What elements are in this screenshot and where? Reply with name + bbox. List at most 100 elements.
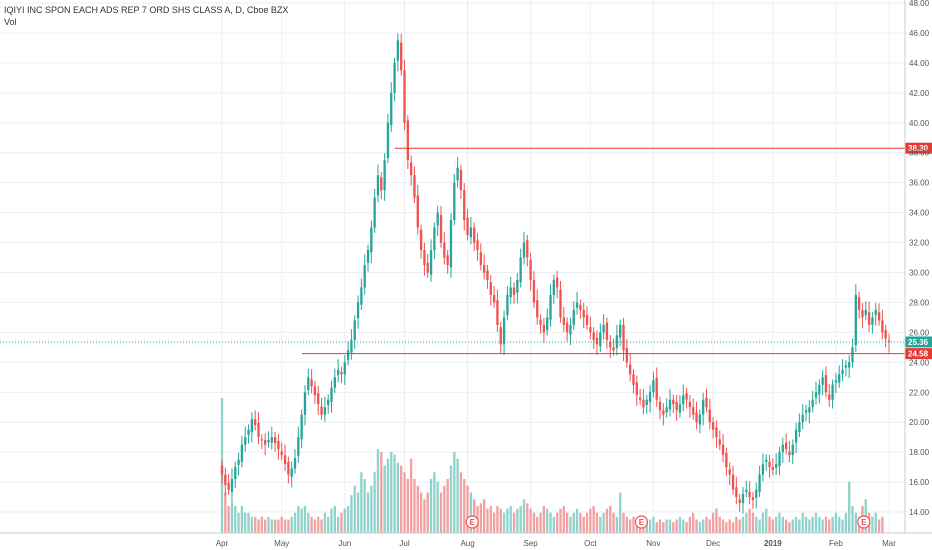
candle-body (638, 397, 642, 400)
candle-body (794, 429, 798, 443)
candle-body (373, 197, 376, 228)
candle-body (446, 255, 449, 266)
candle-body (247, 429, 250, 435)
volume-bar (619, 492, 622, 533)
candlestick-series (220, 33, 891, 514)
volume-bar (725, 522, 728, 533)
candle-body (340, 372, 343, 375)
candle-body (552, 279, 556, 295)
candle-body (612, 347, 615, 351)
candle-body (433, 227, 436, 251)
y-tick-label: 36.00 (909, 179, 930, 188)
candle-body (479, 252, 482, 266)
earnings-marker (857, 515, 871, 529)
volume-bar (310, 516, 313, 533)
volume-bar (705, 516, 708, 533)
candle-body (263, 440, 267, 445)
volume-bar (881, 516, 884, 533)
candle-body (492, 294, 496, 303)
volume-bar (456, 458, 459, 533)
candle-body (283, 455, 287, 465)
volume-bar (748, 508, 751, 533)
volume-bar (824, 516, 828, 533)
volume-bar (353, 485, 356, 533)
candle-body (582, 309, 585, 318)
candle-body (453, 182, 456, 221)
volume-bar (396, 462, 400, 533)
candle-body (466, 217, 469, 236)
candle-body (300, 414, 303, 440)
x-tick-label: Mar (882, 539, 896, 548)
volume-bar (496, 506, 499, 533)
candle-body (529, 259, 532, 280)
candle-body (784, 442, 788, 450)
volume-bar (482, 499, 486, 533)
candle-body (416, 195, 419, 228)
volume-bar (735, 516, 738, 533)
x-tick-label: 2019 (764, 539, 782, 548)
candle-body (798, 422, 801, 432)
volume-bar (711, 512, 715, 533)
volume-bar (277, 519, 280, 533)
candle-body (244, 437, 247, 445)
candle-body (406, 120, 409, 161)
volume-bar (333, 506, 336, 533)
volume-bar (280, 516, 283, 533)
candle-body (426, 262, 429, 273)
volume-bar (632, 516, 635, 533)
volume-bar (416, 485, 419, 533)
volume-bar (263, 519, 267, 533)
candle-body (506, 294, 509, 316)
candle-body (240, 444, 244, 462)
candle-body (519, 257, 522, 283)
candle-body (658, 401, 662, 411)
y-tick-label: 34.00 (909, 209, 930, 218)
horizontal-levels[interactable]: 38.30 24.58 25.36 (0, 142, 932, 360)
volume-bar (662, 522, 665, 533)
volume-bar (290, 516, 293, 533)
candle-body (327, 399, 330, 405)
candle-body (877, 312, 881, 321)
candle-body (652, 380, 655, 393)
volume-bar (436, 481, 439, 533)
volume-bar (469, 492, 473, 533)
volume-bar (506, 508, 509, 533)
candle-body (867, 312, 871, 325)
candle-body (549, 294, 552, 320)
candle-body (711, 422, 715, 430)
volume-bar (512, 512, 516, 533)
volume-bar (682, 519, 685, 533)
volume-bar (685, 522, 688, 533)
candle-body (277, 440, 280, 450)
candle-body (343, 362, 346, 375)
candle-body (642, 399, 645, 408)
candle-body (718, 439, 721, 445)
candle-body (811, 399, 814, 408)
time-axis[interactable]: Apr May Jun Jul Aug Sep Oct Nov Dec 2019 Feb Mar (0, 532, 932, 548)
volume-bar (549, 512, 552, 533)
volume-bar (320, 519, 323, 533)
volume-bar (569, 516, 572, 533)
candle-body (287, 461, 290, 475)
volume-bar (874, 512, 877, 533)
volume-bar (575, 508, 579, 533)
volume-bar (336, 516, 340, 533)
volume-bar (250, 516, 254, 533)
volume-bar (509, 506, 512, 533)
volume-bar (728, 519, 731, 533)
volume-bar (376, 449, 380, 533)
volume-bar (254, 516, 257, 533)
volume-bar (273, 519, 277, 533)
volume-bar (648, 519, 652, 533)
candle-body (715, 427, 718, 438)
candle-body (237, 459, 240, 465)
volume-bar (230, 499, 234, 533)
price-axis[interactable]: 14.00 16.00 18.00 20.00 22.00 24.00 26.00 28.00… (904, 0, 930, 533)
candle-body (400, 42, 403, 71)
candle-body (386, 122, 390, 158)
candle-body (526, 240, 529, 258)
volume-bar (675, 519, 678, 533)
volume-bar (877, 519, 881, 533)
